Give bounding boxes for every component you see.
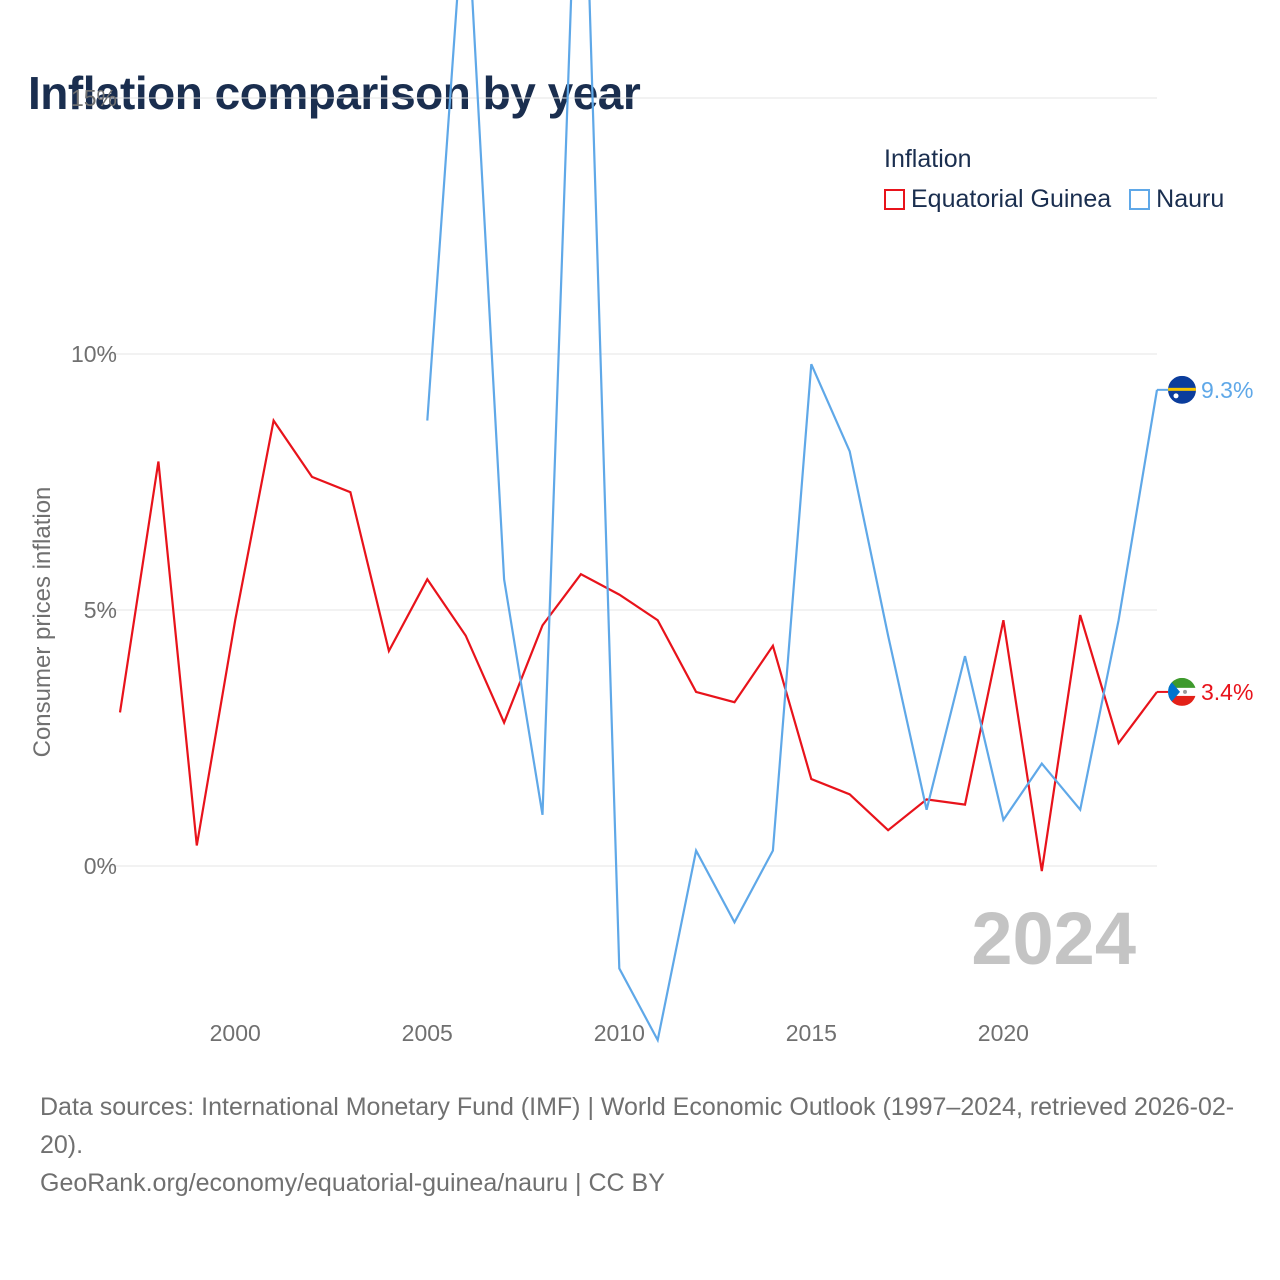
x-tick-label: 2020 <box>978 1020 1029 1046</box>
series-line-nauru <box>426 0 1159 1044</box>
data-point[interactable] <box>1116 617 1122 623</box>
data-point[interactable] <box>770 848 776 854</box>
series-end-labels: 3.4% 9.3% <box>1157 375 1253 706</box>
y-tick-label: 5% <box>84 597 117 623</box>
data-point[interactable] <box>616 965 622 971</box>
x-tick-label: 2015 <box>786 1020 837 1046</box>
legend: Equatorial Guinea Nauru <box>884 185 1242 214</box>
series-line-equatorial-guinea <box>118 417 1158 872</box>
data-point[interactable] <box>539 622 545 628</box>
data-point[interactable] <box>655 617 661 623</box>
data-point[interactable] <box>655 1037 661 1043</box>
data-point[interactable] <box>808 776 814 782</box>
equatorial-guinea-flag-icon <box>1168 677 1196 706</box>
data-point[interactable] <box>770 643 776 649</box>
data-point[interactable] <box>847 791 853 797</box>
legend-label-equatorial-guinea: Equatorial Guinea <box>911 185 1112 213</box>
data-point[interactable] <box>847 448 853 454</box>
legend-swatch-equatorial-guinea <box>884 189 905 210</box>
data-point[interactable] <box>924 807 930 813</box>
data-point[interactable] <box>808 361 814 367</box>
legend-item-equatorial-guinea[interactable]: Equatorial Guinea <box>884 185 1111 214</box>
data-point[interactable] <box>962 653 968 659</box>
data-point[interactable] <box>1077 807 1083 813</box>
x-tick-label: 2010 <box>594 1020 645 1046</box>
data-point[interactable] <box>885 633 891 639</box>
footer: Data sources: International Monetary Fun… <box>40 1088 1250 1202</box>
x-tick-label: 2000 <box>210 1020 261 1046</box>
x-tick-label: 2005 <box>402 1020 453 1046</box>
data-point[interactable] <box>962 802 968 808</box>
data-point[interactable] <box>194 843 200 849</box>
data-point[interactable] <box>386 648 392 654</box>
y-axis-ticks: 0%5%10%15%20% <box>71 85 117 879</box>
data-point[interactable] <box>1039 868 1045 874</box>
year-watermark: 2024 <box>971 897 1136 980</box>
data-point[interactable] <box>271 418 277 424</box>
chart-title: Inflation comparison by year <box>28 67 641 119</box>
data-point[interactable] <box>424 418 430 424</box>
legend-label-nauru: Nauru <box>1156 185 1225 213</box>
y-axis-label: Consumer prices inflation <box>29 487 56 758</box>
data-point[interactable] <box>1000 617 1006 623</box>
legend-title: Inflation <box>884 145 972 173</box>
data-point[interactable] <box>693 848 699 854</box>
data-point[interactable] <box>501 576 507 582</box>
data-sources: Data sources: International Monetary Fun… <box>40 1093 1235 1159</box>
data-point[interactable] <box>578 571 584 577</box>
legend-swatch-nauru <box>1129 189 1151 210</box>
source-link[interactable]: GeoRank.org/economy/equatorial-guinea/na… <box>40 1169 665 1197</box>
data-point[interactable] <box>155 459 161 465</box>
legend-item-nauru[interactable]: Nauru <box>1129 185 1224 214</box>
end-label-nauru: 9.3% <box>1201 377 1253 403</box>
data-point[interactable] <box>732 699 738 705</box>
data-point[interactable] <box>117 709 123 715</box>
series-lines <box>117 0 1159 1044</box>
data-point[interactable] <box>309 474 315 480</box>
data-point[interactable] <box>232 617 238 623</box>
data-point[interactable] <box>885 827 891 833</box>
y-tick-label: 15% <box>71 85 117 111</box>
data-point[interactable] <box>1039 761 1045 767</box>
data-point[interactable] <box>501 720 507 726</box>
y-tick-label: 10% <box>71 341 117 367</box>
data-point[interactable] <box>463 633 469 639</box>
data-point[interactable] <box>732 919 738 925</box>
data-point[interactable] <box>616 592 622 598</box>
data-point[interactable] <box>693 689 699 695</box>
nauru-flag-icon <box>1168 375 1196 404</box>
grid <box>100 97 1157 867</box>
y-tick-label: 0% <box>84 853 117 879</box>
data-point[interactable] <box>347 489 353 495</box>
data-point[interactable] <box>1116 740 1122 746</box>
end-label-equatorial-guinea: 3.4% <box>1201 679 1253 705</box>
data-point[interactable] <box>1000 817 1006 823</box>
x-axis-ticks: 2000 2005 2010 2015 2020 <box>210 1020 1029 1046</box>
data-point[interactable] <box>539 812 545 818</box>
data-point[interactable] <box>424 576 430 582</box>
data-point[interactable] <box>1077 612 1083 618</box>
